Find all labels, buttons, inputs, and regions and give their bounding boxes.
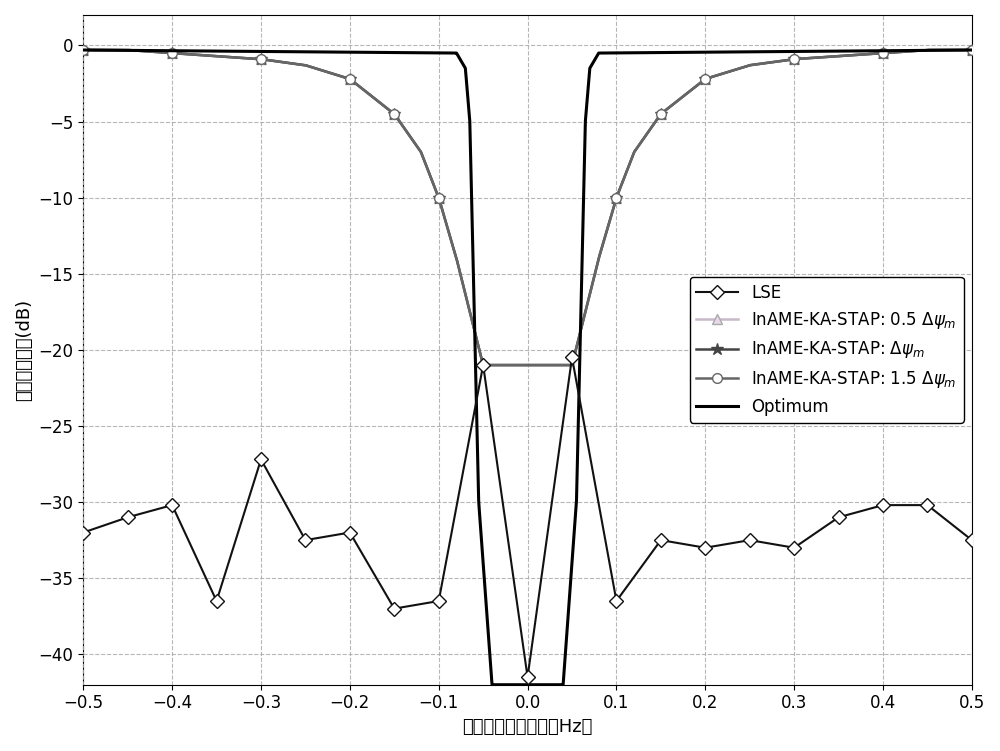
Legend: LSE, InAME-KA-STAP: 0.5 $\Delta\psi_m$, InAME-KA-STAP: $\Delta\psi_m$, InAME-KA-: LSE, InAME-KA-STAP: 0.5 $\Delta\psi_m$, … (690, 277, 964, 423)
Y-axis label: 信干噪比损失(dB): 信干噪比损失(dB) (15, 299, 33, 401)
X-axis label: 归一化多普勒频率（Hz）: 归一化多普勒频率（Hz） (462, 718, 593, 736)
